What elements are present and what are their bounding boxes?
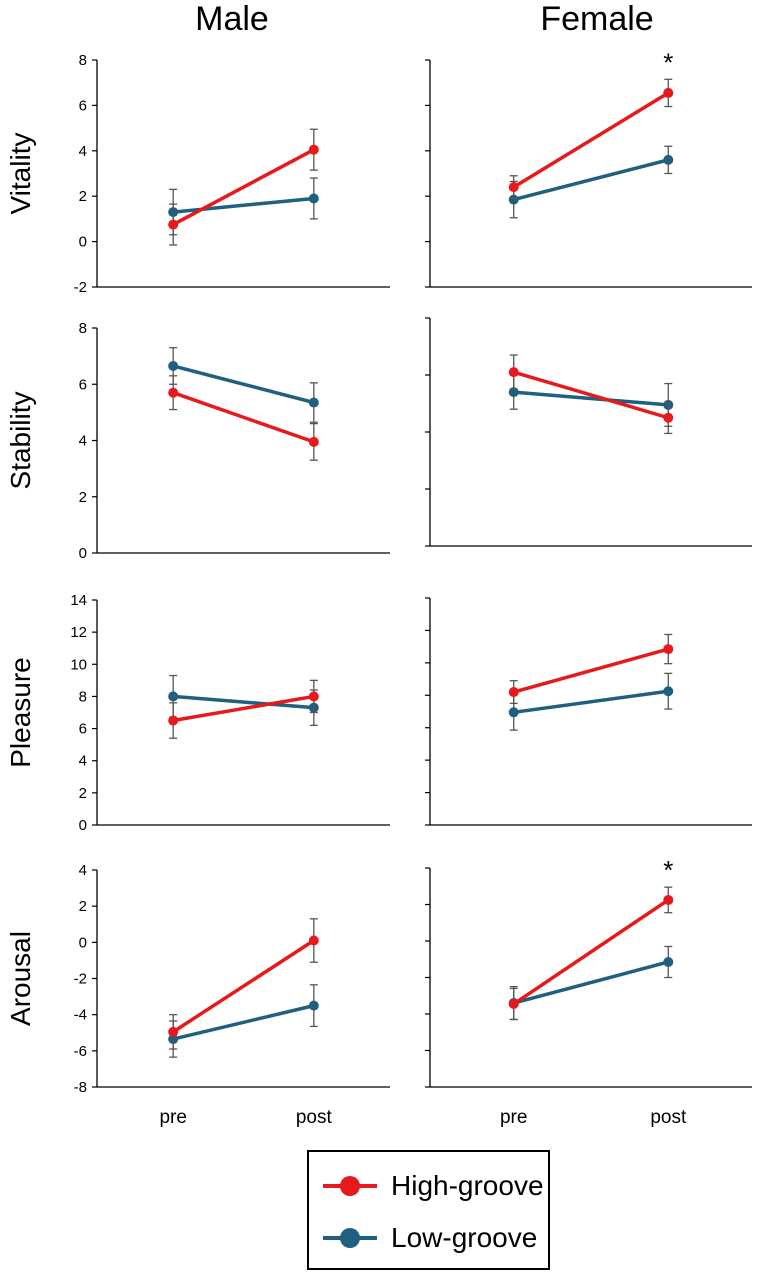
p8-xtick-label-post: post (650, 1107, 687, 1128)
p6-low-groove-line (513, 689, 669, 715)
p2-low-groove-line (513, 158, 669, 202)
p5-high-groove-point-post (308, 691, 319, 702)
column-title-female: Female (540, 0, 654, 38)
p1-ylabel: Vitality (5, 133, 36, 215)
p8-low-groove-line (513, 960, 669, 1005)
p7-ytick-label: -8 (74, 1079, 87, 1096)
p6-high-groove-point-post (663, 644, 674, 655)
p5-ytick-label: 8 (79, 688, 87, 705)
p5-ytick-label: 12 (70, 624, 87, 641)
p7-ytick-label: 0 (79, 934, 87, 951)
column-title-male: Male (195, 0, 269, 38)
p3-high-groove-point-pre (168, 387, 179, 398)
p7-high-groove-line (172, 939, 315, 1034)
p3-ytick-label: 0 (79, 545, 87, 562)
p7-xtick-label-post: post (296, 1107, 333, 1128)
p1-high-groove-line (172, 148, 315, 227)
p7-ytick-label: -6 (74, 1043, 87, 1060)
p7-ytick-label: 2 (79, 898, 87, 915)
p1-ytick-label: 2 (79, 188, 87, 205)
p5-ytick-label: 6 (79, 721, 87, 738)
p1-ytick-label: 0 (79, 234, 87, 251)
p8-high-groove-point-post (663, 894, 674, 905)
legend-label-high-groove: High-groove (391, 1170, 544, 1201)
p5-ytick-label: 2 (79, 785, 87, 802)
p6-high-groove-point-pre (508, 687, 519, 698)
p7-ylabel: Arousal (5, 931, 36, 1026)
p5-ylabel: Pleasure (5, 657, 36, 768)
p4-low-groove-line (513, 390, 669, 407)
p1-low-groove-line (173, 196, 314, 214)
p5-high-groove-point-pre (168, 715, 179, 726)
p3-low-groove-point-post (308, 397, 319, 408)
p2-high-groove-line (512, 91, 670, 189)
p1-low-groove-point-post (308, 193, 319, 204)
p8-xtick-label-pre: pre (500, 1107, 527, 1128)
p7-ytick-label: -2 (74, 971, 87, 988)
p3-ytick-label: 8 (79, 320, 87, 337)
p8-significance-marker: * (663, 855, 673, 885)
p2-low-groove-point-pre (508, 194, 519, 205)
p5-ytick-label: 14 (70, 592, 87, 609)
p5-ytick-label: 4 (79, 753, 87, 770)
p3-high-groove-point-post (308, 436, 319, 447)
p1-ytick-label: 8 (79, 52, 87, 69)
p7-high-groove-point-post (308, 935, 319, 946)
p1-ytick-label: -2 (74, 279, 87, 296)
p2-significance-marker: * (663, 47, 673, 77)
p5-ytick-label: 0 (79, 817, 87, 834)
p1-ytick-label: 4 (79, 143, 87, 160)
p7-low-groove-line (172, 1003, 315, 1041)
p6-low-groove-point-post (663, 686, 674, 697)
p3-ytick-label: 4 (79, 433, 87, 450)
chart-grid: -2 0 2 4 6 8 Vitality * 0 2 4 6 8 Stability 0 2 4 6 8 10 12 1… (5, 47, 752, 1128)
p1-high-groove-point-post (308, 144, 319, 155)
legend-marker-high-groove (323, 1176, 377, 1196)
p3-ytick-label: 2 (79, 489, 87, 506)
p7-ytick-label: 4 (79, 862, 87, 879)
p7-xtick-label-pre: pre (159, 1107, 186, 1128)
p4-high-groove-point-post (663, 412, 674, 423)
p5-low-groove-line (173, 694, 314, 710)
p8-high-groove-point-pre (508, 998, 519, 1009)
p3-high-groove-line (172, 391, 315, 444)
p5-high-groove-line (172, 694, 315, 723)
p1-ytick-label: 6 (79, 97, 87, 114)
p3-low-groove-line (172, 364, 315, 405)
legend-label-low-groove: Low-groove (391, 1222, 538, 1253)
p7-low-groove-point-post (308, 1000, 319, 1011)
p3-ylabel: Stability (5, 391, 36, 489)
p2-low-groove-point-post (663, 154, 674, 165)
p5-low-groove-point-pre (168, 691, 179, 702)
p4-high-groove-point-pre (508, 367, 519, 378)
p6-low-groove-point-pre (508, 707, 519, 718)
p3-ytick-label: 6 (79, 376, 87, 393)
p6-high-groove-line (513, 647, 669, 694)
p2-high-groove-point-post (663, 87, 674, 98)
p7-high-groove-point-pre (168, 1026, 179, 1037)
legend: High-groove Low-groove (307, 1150, 550, 1270)
p4-high-groove-line (513, 370, 669, 420)
p8-low-groove-point-post (663, 956, 674, 967)
legend-item-low-groove: Low-groove (321, 1218, 537, 1258)
p2-high-groove-point-pre (508, 182, 519, 193)
legend-marker-low-groove (323, 1228, 377, 1248)
p5-ytick-label: 10 (70, 656, 87, 673)
p7-ytick-label: -4 (74, 1007, 87, 1024)
p3-low-groove-point-pre (168, 360, 179, 371)
p1-high-groove-point-pre (168, 219, 179, 230)
legend-item-high-groove: High-groove (321, 1166, 544, 1206)
p8-high-groove-line (512, 898, 670, 1006)
